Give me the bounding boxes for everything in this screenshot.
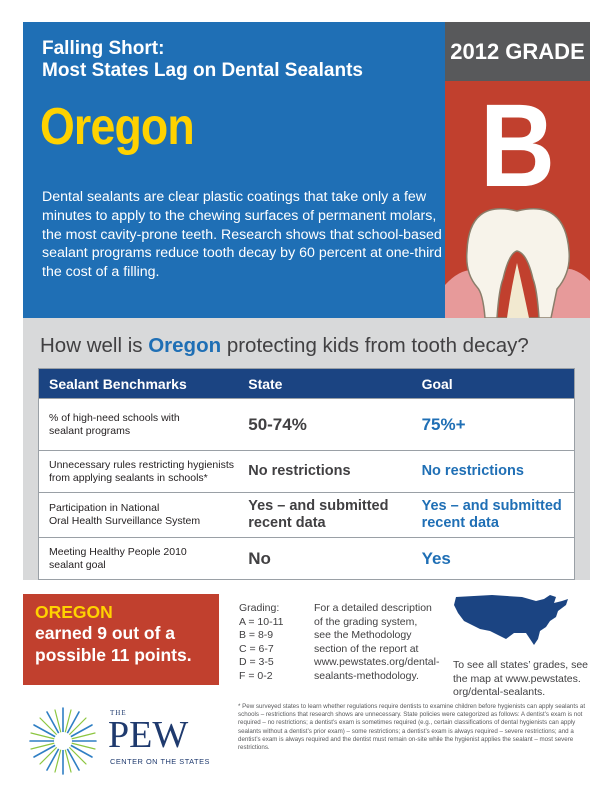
grade-letter: B <box>480 81 555 212</box>
logo-name: PEW <box>108 714 189 756</box>
score-line-2: possible 11 points. <box>35 645 192 665</box>
methodology-note: For a detailed description of the gradin… <box>314 602 444 684</box>
benchmark-cell: % of high-need schools with sealant progr… <box>39 412 248 438</box>
grading-line: B = 8-9 <box>239 629 274 642</box>
question-after: protecting kids from tooth decay? <box>221 334 529 357</box>
question-state: Oregon <box>148 334 222 357</box>
state-name: Oregon <box>40 98 195 156</box>
grading-title: Grading: <box>239 602 280 614</box>
grading-line: A = 10-11 <box>239 615 284 628</box>
state-cell: 50-74% <box>248 414 421 434</box>
table-row: Participation in National Oral Health Sur… <box>39 492 574 537</box>
map-note: To see all states’ grades, see the map a… <box>453 659 593 700</box>
goal-value: recent data <box>421 515 499 531</box>
grading-line: F = 0-2 <box>239 669 273 682</box>
grade-panel: B <box>445 81 590 318</box>
method-line: see the Methodology <box>314 629 412 642</box>
header-goal: Goal <box>421 375 453 392</box>
score-line-1: earned 9 out of a <box>35 623 176 643</box>
logo-the: THE <box>110 709 127 717</box>
section-question: How well is Oregon protecting kids from … <box>40 334 529 358</box>
benchmark-cell: Unnecessary rules restricting hygienists… <box>39 459 248 485</box>
state-cell: No restrictions <box>248 463 421 480</box>
method-link[interactable]: sealants-methodology. <box>314 669 419 682</box>
state-cell: Yes – and submitted recent data <box>248 498 421 532</box>
state-value: No <box>248 548 271 568</box>
benchmark-line: Unnecessary rules restricting hygienists <box>49 458 234 471</box>
title-line-1: Falling Short: <box>42 38 165 59</box>
benchmark-line: Meeting Healthy People 2010 <box>49 545 187 558</box>
benchmark-line: sealant programs <box>49 424 131 437</box>
goal-value: 75%+ <box>421 414 466 434</box>
description: Dental sealants are clear plastic coatin… <box>42 189 442 281</box>
grading-line: D = 3-5 <box>239 656 274 669</box>
goal-cell: Yes <box>421 548 574 568</box>
map-link[interactable]: the map at www.pewstates. <box>453 672 581 685</box>
goal-cell: No restrictions <box>422 463 574 480</box>
question-before: How well is <box>40 334 149 357</box>
us-map-icon <box>454 595 568 645</box>
goal-value: Yes – and submitted <box>421 498 562 514</box>
benchmark-cell: Participation in National Oral Health Sur… <box>39 502 248 528</box>
table-row: Meeting Healthy People 2010 sealant goal … <box>39 537 574 579</box>
benchmarks-section: How well is Oregon protecting kids from … <box>23 318 590 580</box>
map-line: To see all states’ grades, see <box>453 659 589 671</box>
goal-value: Yes <box>421 548 451 568</box>
benchmark-line: Participation in National <box>49 502 160 514</box>
table-row: % of high-need schools with sealant progr… <box>39 398 574 450</box>
page-title: Falling Short: Most States Lag on Dental… <box>42 38 363 82</box>
header-state: State <box>248 375 283 392</box>
benchmark-line: sealant goal <box>49 558 106 571</box>
sunburst-icon <box>29 707 97 775</box>
benchmark-line: from applying sealants in schools* <box>49 471 208 484</box>
goal-value: No restrictions <box>421 463 524 479</box>
map-link[interactable]: org/dental-sealants. <box>453 686 546 699</box>
state-value: No restrictions <box>248 463 351 479</box>
method-link[interactable]: www.pewstates.org/dental- <box>314 656 440 669</box>
score-state: OREGON <box>35 602 113 622</box>
benchmark-line: % of high-need schools with <box>49 411 180 424</box>
method-line: section of the report at <box>314 642 419 655</box>
tooth-icon <box>445 208 590 318</box>
footnote: * Pew surveyed states to learn whether r… <box>238 703 586 752</box>
benchmark-line: Oral Health Surveillance System <box>49 515 201 527</box>
score-box: OREGON earned 9 out of a possible 11 poi… <box>23 594 219 685</box>
table-header: Sealant Benchmarks State Goal <box>39 369 574 398</box>
pew-logo: THE PEW CENTER ON THE STATES <box>28 706 228 776</box>
state-value: Yes – and submitted <box>248 498 389 514</box>
state-value: 50-74% <box>248 414 307 434</box>
method-line: For a detailed description <box>314 602 432 614</box>
benchmarks-table: Sealant Benchmarks State Goal % of high-… <box>38 368 575 580</box>
logo-subtitle: CENTER ON THE STATES <box>110 757 210 766</box>
state-value: recent data <box>248 515 326 531</box>
state-cell: No <box>248 548 421 568</box>
goal-cell: 75%+ <box>421 414 574 434</box>
title-line-2: Most States Lag on Dental Sealants <box>42 60 363 81</box>
goal-cell: Yes – and submitted recent data <box>422 498 574 532</box>
header-benchmarks: Sealant Benchmarks <box>49 375 187 392</box>
grading-line: C = 6-7 <box>239 642 274 655</box>
benchmark-cell: Meeting Healthy People 2010 sealant goal <box>39 546 248 572</box>
grading-scale: Grading: A = 10-11 B = 8-9 C = 6-7 D = 3… <box>239 602 283 684</box>
table-row: Unnecessary rules restricting hygienists… <box>39 450 574 492</box>
hero-panel: Falling Short: Most States Lag on Dental… <box>23 22 445 318</box>
method-line: of the grading system, <box>314 615 418 628</box>
grade-label: 2012 GRADE <box>445 22 590 81</box>
